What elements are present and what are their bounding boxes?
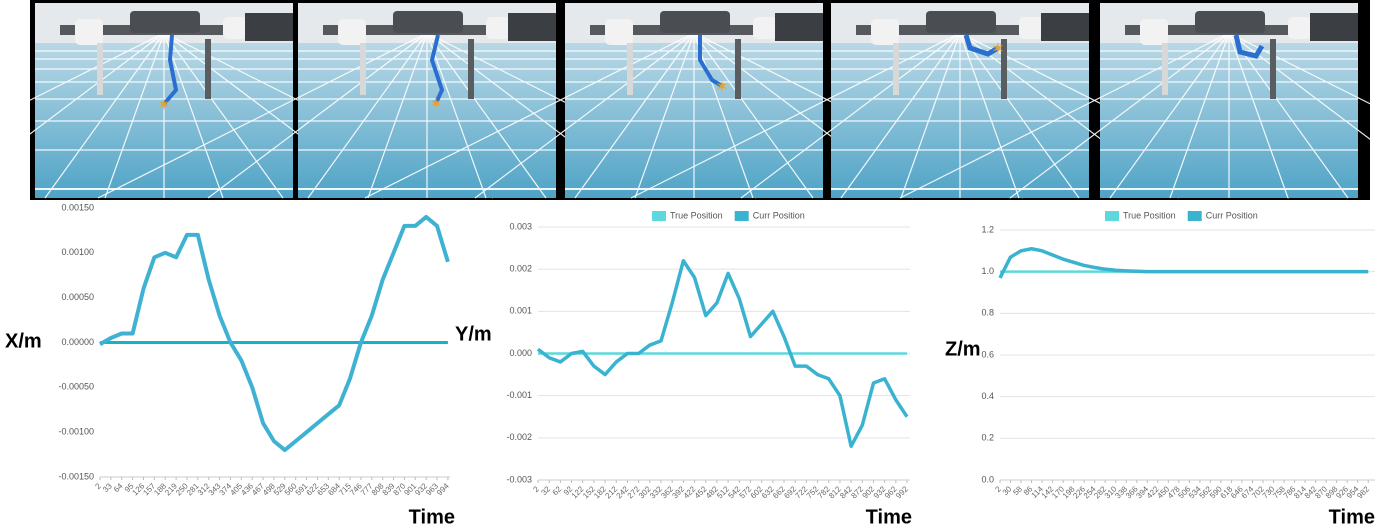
y-tick-label: 0.00100 — [61, 247, 94, 257]
y-axis-title: Z/m — [945, 338, 981, 360]
sim-frame: ✶ — [630, 2, 1290, 199]
x-tick-label: 982 — [1355, 484, 1371, 500]
x-tick-label: 2 — [993, 484, 1003, 494]
svg-text:✶: ✶ — [991, 41, 1004, 58]
x-tick-label: 994 — [435, 481, 451, 497]
y-tick-label: -0.003 — [506, 474, 532, 484]
y-tick-label: 0.00050 — [61, 292, 94, 302]
legend-swatch — [734, 211, 749, 221]
series-line — [99, 214, 450, 453]
legend-swatch — [1187, 211, 1202, 221]
x-axis-title: Time — [1329, 506, 1375, 528]
y-tick-label: -0.001 — [506, 390, 532, 400]
y-tick-label: -0.002 — [506, 432, 532, 442]
legend-label: Curr Position — [1206, 210, 1258, 220]
y-tick-label: 0.6 — [981, 349, 994, 359]
sim-frame — [899, 2, 1391, 199]
sim-frame: ✶ — [364, 2, 1024, 199]
svg-text:✶: ✶ — [157, 97, 170, 114]
legend-swatch — [1105, 211, 1119, 221]
y-tick-label: 0.00150 — [61, 202, 94, 212]
sim-frame: ✶ — [97, 2, 757, 199]
series-line — [998, 247, 1369, 279]
svg-text:✶: ✶ — [429, 96, 442, 113]
x-tick-label: 992 — [894, 484, 910, 500]
y-tick-label: 0.2 — [981, 433, 994, 443]
x-axis-title: Time — [866, 506, 912, 528]
legend-label: True Position — [1123, 210, 1176, 220]
x-tick-label: 2 — [531, 484, 541, 494]
series-line — [536, 258, 909, 449]
y-tick-label: 0.00000 — [61, 337, 94, 347]
sim-frame: ✶ — [0, 2, 494, 199]
y-tick-label: 0.000 — [509, 348, 532, 358]
y-tick-label: 0.001 — [509, 306, 532, 316]
y-axis-title: X/m — [5, 330, 42, 352]
legend-label: Curr Position — [753, 210, 805, 220]
svg-text:✶: ✶ — [715, 79, 728, 96]
x-tick-label: 2 — [93, 481, 103, 491]
y-tick-label: 0.002 — [509, 264, 532, 274]
y-tick-label: 0.4 — [981, 391, 994, 401]
y-tick-label: -0.00050 — [58, 382, 94, 392]
y-tick-label: 0.003 — [509, 221, 532, 231]
y-tick-label: -0.00150 — [58, 471, 94, 481]
y-tick-label: 0.8 — [981, 308, 994, 318]
y-tick-label: 1.0 — [981, 266, 994, 276]
y-tick-label: 0.0 — [981, 474, 994, 484]
x-axis-title: Time — [409, 506, 455, 528]
y-tick-label: 1.2 — [981, 224, 994, 234]
y-axis-title: Y/m — [455, 323, 492, 345]
y-tick-label: -0.00100 — [58, 427, 94, 437]
legend-label: True Position — [670, 210, 723, 220]
legend-swatch — [652, 211, 666, 221]
